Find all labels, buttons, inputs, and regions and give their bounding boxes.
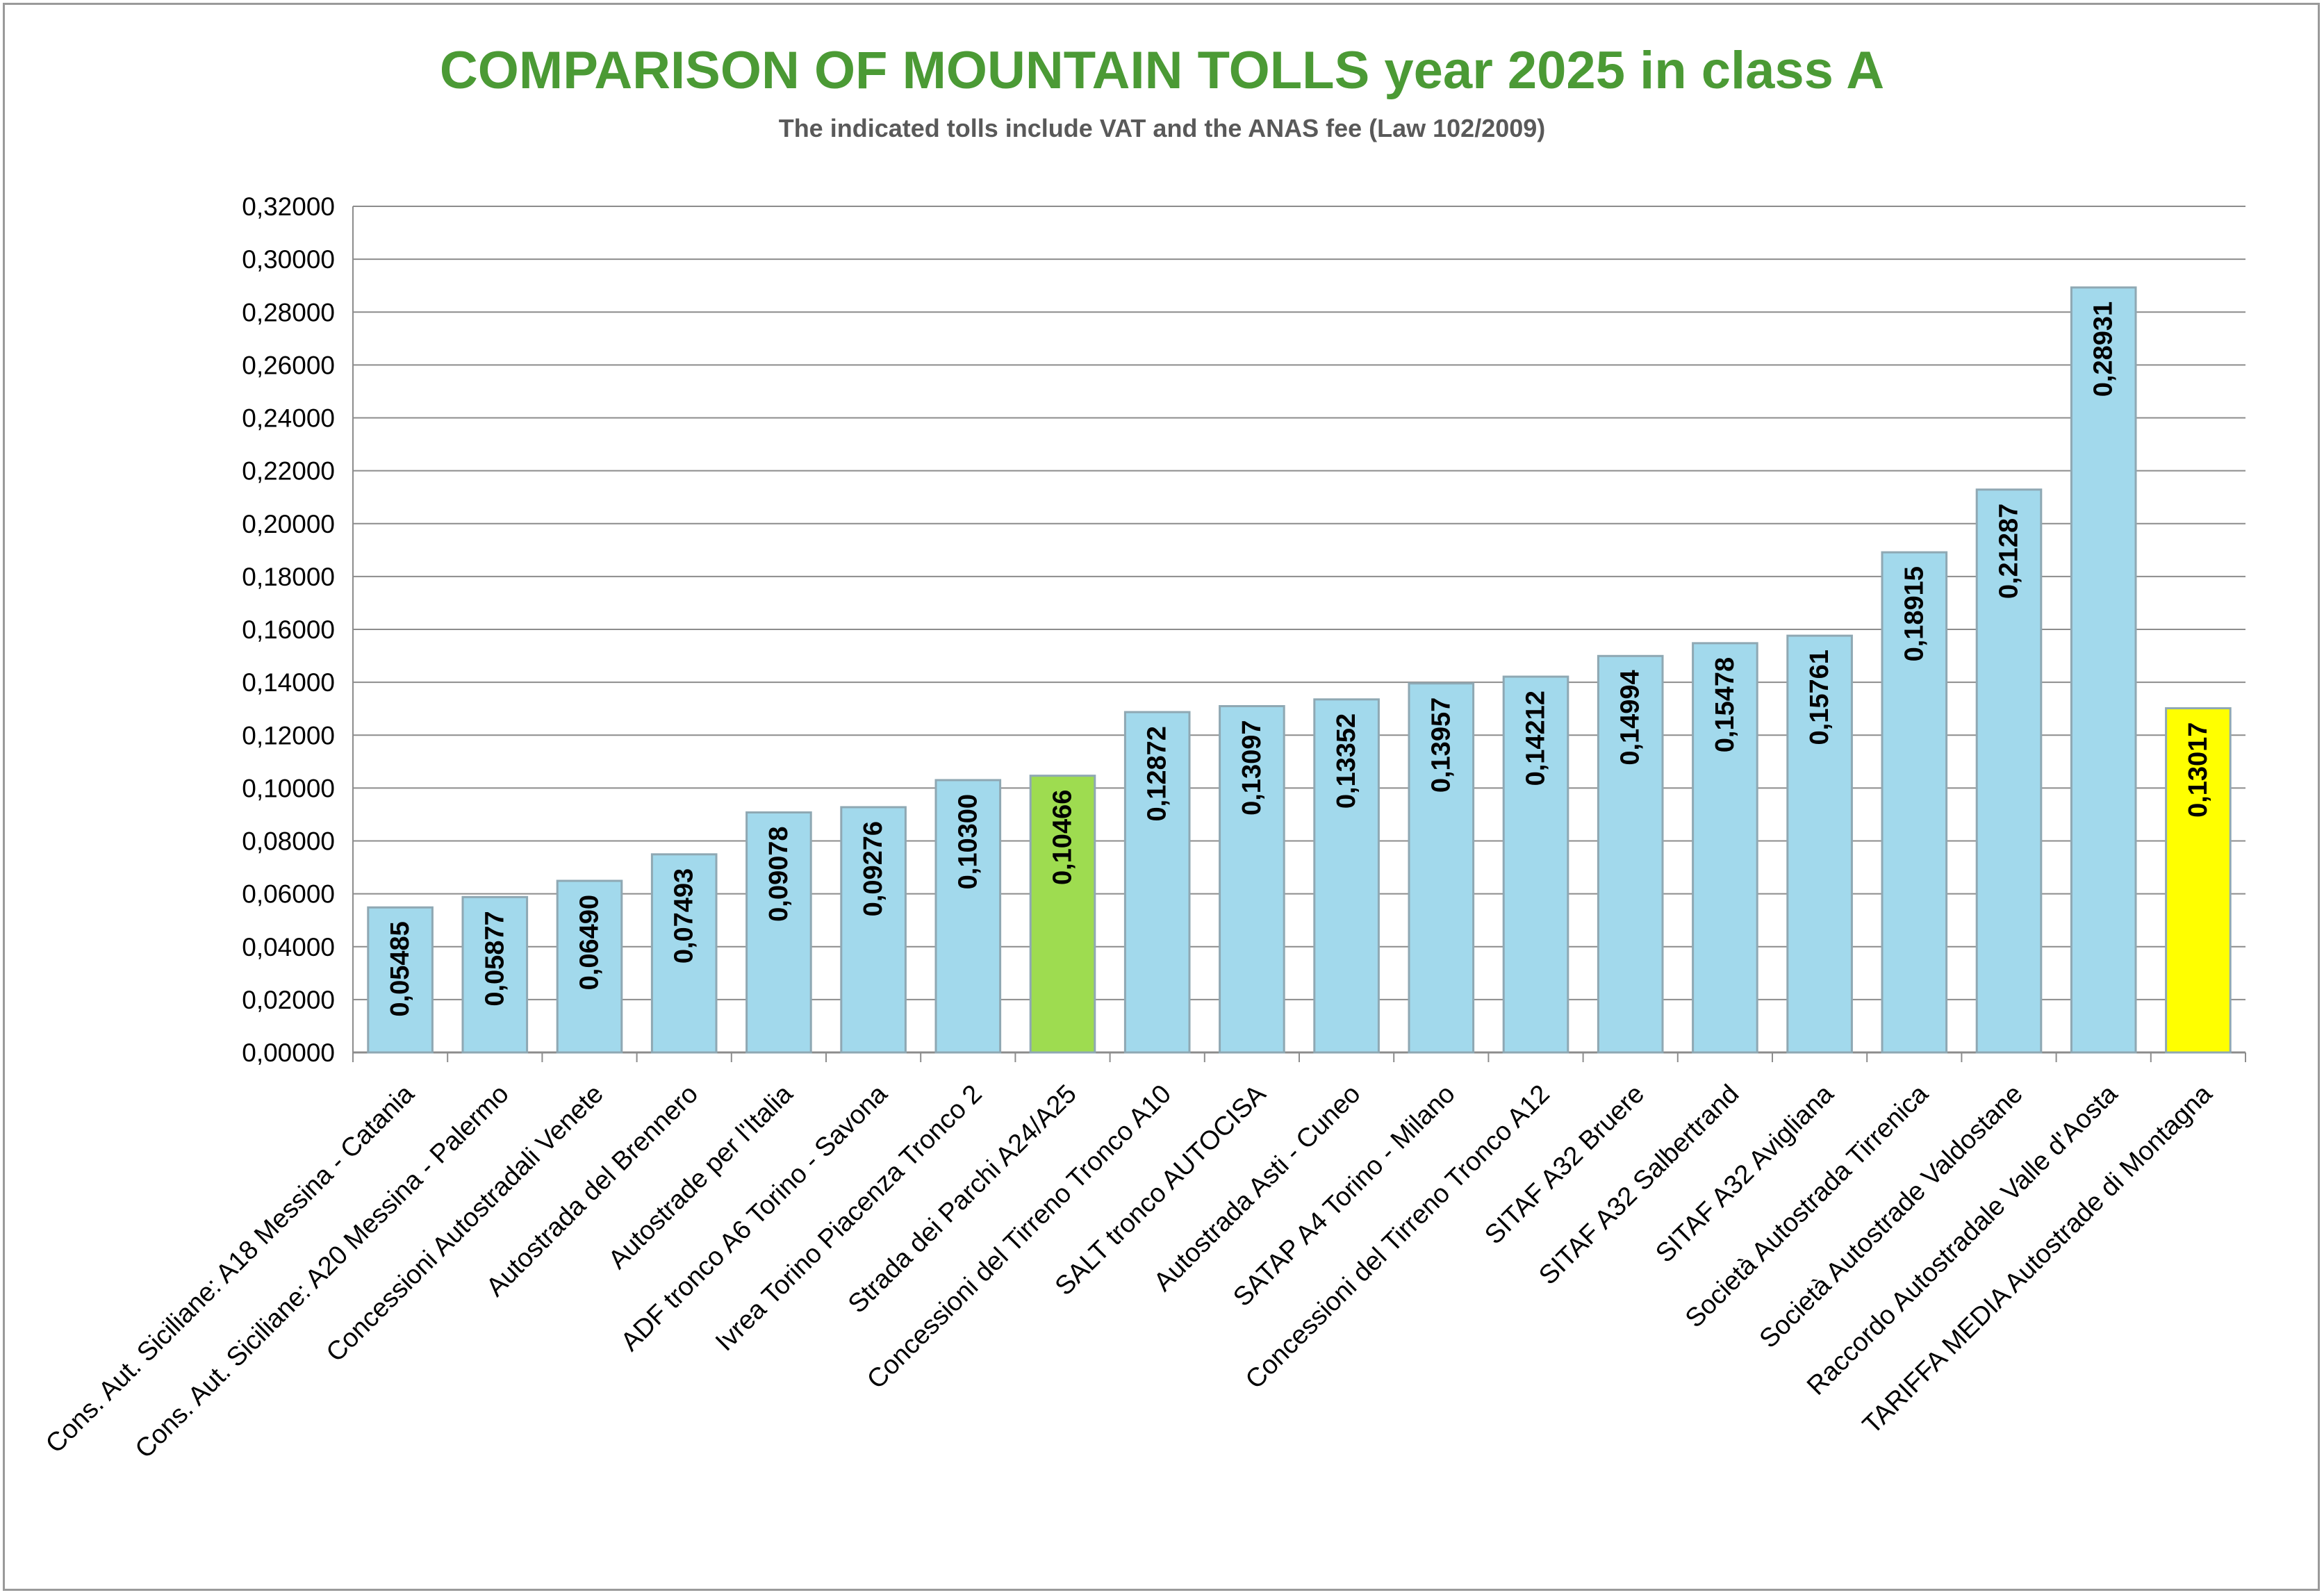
y-tick-label: 0,26000 — [242, 351, 335, 379]
bar — [650, 853, 718, 1054]
chart-title: COMPARISON OF MOUNTAIN TOLLS year 2025 i… — [439, 41, 1885, 100]
bar — [1502, 675, 1569, 1054]
y-tick-label: 0,14000 — [242, 668, 335, 697]
x-category-label: SITAF A32 Avigliana — [1650, 1079, 1840, 1268]
y-tick-label: 0,32000 — [242, 192, 335, 221]
bar-value-label: 0,28931 — [2089, 301, 2118, 397]
bar-value-label: 0,15761 — [1805, 650, 1834, 745]
x-category-label: SITAF A32 Bruere — [1479, 1080, 1650, 1250]
bar — [461, 895, 529, 1054]
y-tick-label: 0,10000 — [242, 774, 335, 802]
x-category-label: Cons. Aut. Siciliane: A18 Messina - Cata… — [40, 1079, 420, 1459]
bar — [1786, 634, 1853, 1054]
bar — [1881, 551, 1948, 1054]
x-category-label: Autostrade per l'Italia — [603, 1079, 799, 1275]
bar — [1597, 654, 1664, 1054]
bar-value-label: 0,09276 — [859, 821, 888, 916]
bar — [1692, 642, 1758, 1054]
bar-value-label: 0,12872 — [1143, 726, 1172, 821]
bar-value-label: 0,05485 — [386, 921, 415, 1016]
y-tick-label: 0,02000 — [242, 986, 335, 1014]
y-tick-label: 0,22000 — [242, 457, 335, 486]
bar — [1123, 711, 1191, 1054]
bar-value-label: 0,18915 — [1899, 566, 1929, 661]
bar-value-label: 0,09078 — [764, 826, 793, 921]
bar — [1975, 488, 2043, 1054]
bar — [2070, 286, 2137, 1054]
y-tick-label: 0,16000 — [242, 615, 335, 644]
bar — [1219, 704, 1285, 1054]
y-tick-label: 0,00000 — [242, 1039, 335, 1067]
bar-value-label: 0,15478 — [1711, 657, 1740, 752]
bar-value-label: 0,14212 — [1522, 691, 1551, 786]
y-tick-label: 0,28000 — [242, 298, 335, 327]
bar-value-label: 0,10300 — [953, 794, 982, 889]
bar — [1029, 775, 1096, 1054]
bar — [2165, 707, 2232, 1054]
bar — [934, 779, 1002, 1054]
bar-value-label: 0,13017 — [2184, 722, 2213, 818]
bar-value-label: 0,13352 — [1332, 713, 1361, 809]
bar-value-label: 0,10466 — [1048, 790, 1078, 885]
bar-value-label: 0,05877 — [480, 911, 509, 1006]
y-tick-label: 0,06000 — [242, 880, 335, 909]
bar-value-label: 0,21287 — [1995, 504, 2024, 599]
y-tick-label: 0,30000 — [242, 245, 335, 274]
y-tick-label: 0,18000 — [242, 563, 335, 591]
x-category-label: Cons. Aut. Siciliane: A20 Messina - Pale… — [130, 1080, 515, 1464]
bar — [745, 811, 812, 1054]
bar — [556, 879, 623, 1054]
y-tick-label: 0,24000 — [242, 404, 335, 433]
bar — [1408, 682, 1475, 1054]
y-tick-label: 0,12000 — [242, 721, 335, 750]
bar-value-label: 0,14994 — [1616, 670, 1645, 765]
bar — [367, 906, 434, 1054]
x-category-label: TARIFFA MEDIA Autostrade di Montagna — [1857, 1079, 2218, 1440]
bar — [840, 806, 907, 1054]
chart-subtitle: The indicated tolls include VAT and the … — [778, 114, 1546, 142]
bar-value-label: 0,06490 — [575, 895, 604, 990]
y-tick-label: 0,20000 — [242, 510, 335, 538]
bar — [1313, 698, 1380, 1054]
y-tick-label: 0,08000 — [242, 827, 335, 856]
bar-value-label: 0,13097 — [1237, 720, 1267, 815]
bar-value-label: 0,07493 — [670, 868, 699, 964]
y-tick-label: 0,04000 — [242, 933, 335, 961]
bar-value-label: 0,13957 — [1426, 697, 1456, 793]
